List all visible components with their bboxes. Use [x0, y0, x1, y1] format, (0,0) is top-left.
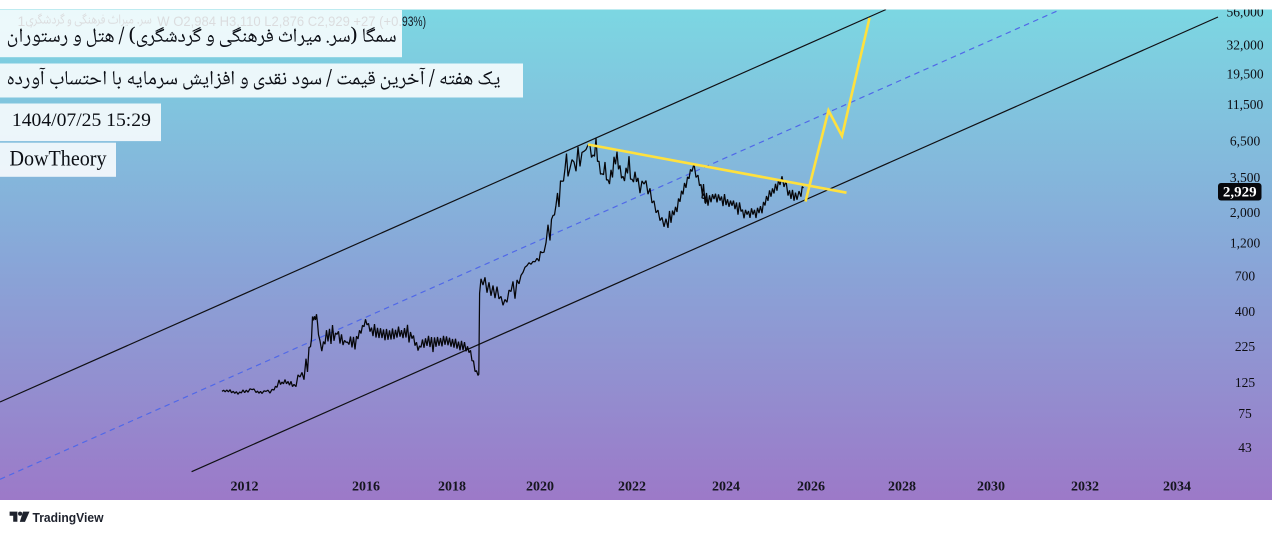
svg-text:6,500: 6,500 [1230, 134, 1261, 149]
svg-text:2022: 2022 [618, 480, 646, 495]
svg-text:1404/07/25 15:29: 1404/07/25 15:29 [12, 110, 151, 131]
svg-text:43: 43 [1238, 440, 1252, 455]
svg-text:1,200: 1,200 [1230, 236, 1261, 251]
svg-text:2,929: 2,929 [1223, 185, 1257, 201]
svg-text:2034: 2034 [1163, 480, 1191, 495]
svg-text:11,500: 11,500 [1227, 97, 1264, 112]
svg-text:400: 400 [1235, 304, 1256, 319]
svg-text:2018: 2018 [438, 480, 466, 495]
svg-text:32,000: 32,000 [1226, 38, 1263, 53]
svg-text:2026: 2026 [797, 480, 825, 495]
svg-text:2024: 2024 [712, 480, 740, 495]
svg-text:3,500: 3,500 [1230, 170, 1261, 185]
svg-text:125: 125 [1235, 375, 1256, 390]
svg-text:225: 225 [1235, 339, 1256, 354]
svg-text:DowTheory: DowTheory [10, 146, 107, 171]
svg-text:2028: 2028 [888, 480, 916, 495]
svg-text:2,000: 2,000 [1230, 205, 1261, 220]
svg-text:700: 700 [1235, 269, 1256, 284]
svg-text:2020: 2020 [526, 480, 554, 495]
svg-text:2032: 2032 [1071, 480, 1099, 495]
svg-text:TradingView: TradingView [33, 510, 105, 525]
svg-text:19,500: 19,500 [1226, 67, 1263, 82]
svg-text:2030: 2030 [977, 480, 1005, 495]
svg-text:93%): 93%) [402, 13, 426, 29]
svg-text:2016: 2016 [352, 480, 380, 495]
svg-text:2012: 2012 [231, 480, 259, 495]
svg-text:75: 75 [1238, 406, 1252, 421]
